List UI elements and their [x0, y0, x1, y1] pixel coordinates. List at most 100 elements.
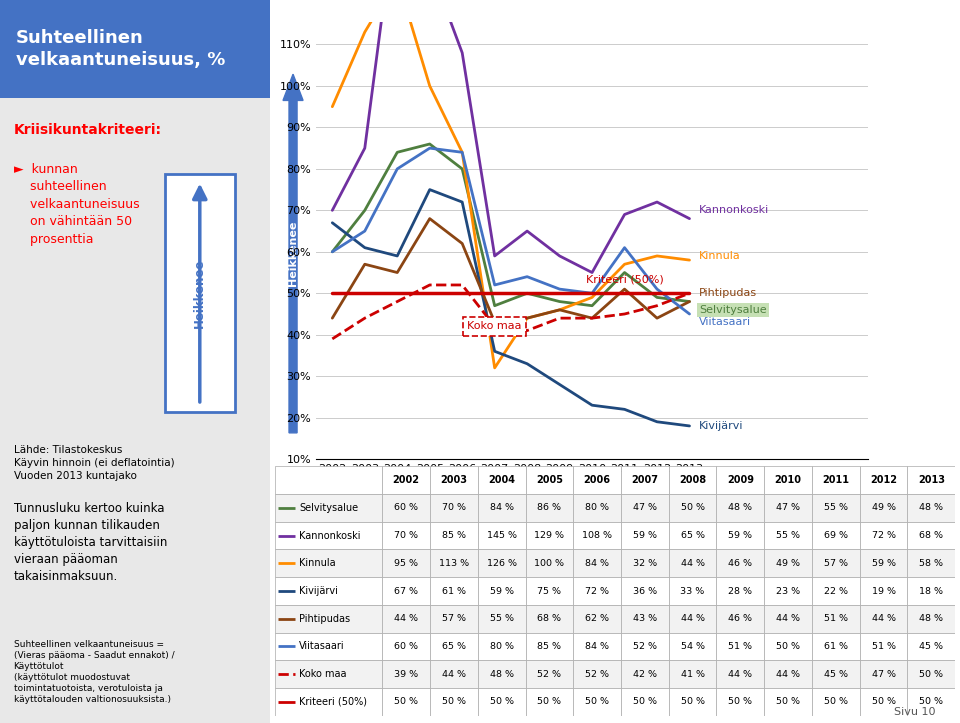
Text: 52 %: 52 % — [633, 642, 657, 651]
Text: 50 %: 50 % — [395, 698, 419, 706]
Text: 45 %: 45 % — [920, 642, 944, 651]
Bar — [812, 688, 860, 716]
Bar — [621, 688, 669, 716]
Bar — [716, 633, 764, 660]
Text: 44 %: 44 % — [776, 669, 800, 679]
Bar — [907, 522, 955, 549]
Text: 68 %: 68 % — [920, 531, 944, 540]
Text: 67 %: 67 % — [395, 586, 419, 596]
Text: 2009: 2009 — [727, 475, 754, 485]
Bar — [525, 605, 573, 633]
Text: 42 %: 42 % — [633, 669, 657, 679]
Bar — [716, 688, 764, 716]
Text: 49 %: 49 % — [872, 503, 896, 513]
Bar — [621, 549, 669, 577]
Bar — [907, 494, 955, 522]
Text: 32 %: 32 % — [633, 559, 657, 568]
Text: 50 %: 50 % — [490, 698, 514, 706]
Bar — [907, 660, 955, 688]
Bar — [525, 633, 573, 660]
Text: Kinnula: Kinnula — [300, 558, 336, 568]
Bar — [275, 660, 382, 688]
Bar — [716, 522, 764, 549]
Bar — [430, 577, 478, 605]
Bar — [275, 549, 382, 577]
Bar — [382, 660, 430, 688]
Bar — [525, 522, 573, 549]
Bar — [716, 660, 764, 688]
Bar — [478, 577, 525, 605]
Text: 58 %: 58 % — [920, 559, 944, 568]
Bar — [812, 522, 860, 549]
Text: Sivu 10: Sivu 10 — [895, 707, 936, 717]
Text: Suhteellinen velkaantuneisuus =
(Vieras pääoma - Saadut ennakot) /
Käyttötulot
(: Suhteellinen velkaantuneisuus = (Vieras … — [13, 640, 174, 704]
Bar — [430, 522, 478, 549]
Text: 28 %: 28 % — [729, 586, 753, 596]
Bar — [812, 466, 860, 494]
Text: 84 %: 84 % — [586, 642, 610, 651]
Bar — [478, 660, 525, 688]
Text: Kannonkoski: Kannonkoski — [300, 531, 361, 541]
Bar — [573, 605, 621, 633]
Text: 47 %: 47 % — [633, 503, 657, 513]
Text: 2005: 2005 — [536, 475, 563, 485]
Bar — [669, 633, 716, 660]
Text: 85 %: 85 % — [442, 531, 466, 540]
Bar — [478, 549, 525, 577]
Text: Kivijärvi: Kivijärvi — [699, 421, 744, 431]
Text: 49 %: 49 % — [776, 559, 800, 568]
Text: 59 %: 59 % — [633, 531, 657, 540]
Text: 46 %: 46 % — [729, 559, 753, 568]
Text: Selvitysalue: Selvitysalue — [300, 503, 358, 513]
Text: 57 %: 57 % — [442, 615, 466, 623]
Text: Heikkenee: Heikkenee — [288, 221, 298, 286]
Text: Viitasaari: Viitasaari — [699, 317, 752, 328]
Bar — [860, 605, 907, 633]
Bar — [669, 494, 716, 522]
Text: 2002: 2002 — [393, 475, 420, 485]
Text: 2008: 2008 — [679, 475, 707, 485]
Bar — [860, 522, 907, 549]
Text: 84 %: 84 % — [586, 559, 610, 568]
Bar — [382, 577, 430, 605]
Bar — [525, 577, 573, 605]
Bar — [382, 605, 430, 633]
Text: Kannonkoski: Kannonkoski — [699, 205, 770, 215]
Text: 47 %: 47 % — [776, 503, 800, 513]
Bar — [478, 633, 525, 660]
Text: 60 %: 60 % — [395, 642, 419, 651]
Bar — [669, 549, 716, 577]
Text: 69 %: 69 % — [824, 531, 848, 540]
Bar — [382, 688, 430, 716]
Bar — [525, 494, 573, 522]
Bar — [573, 633, 621, 660]
Bar — [764, 660, 812, 688]
FancyArrow shape — [283, 74, 303, 433]
Text: 95 %: 95 % — [395, 559, 419, 568]
Text: 60 %: 60 % — [395, 503, 419, 513]
Text: 44 %: 44 % — [872, 615, 896, 623]
Bar — [764, 549, 812, 577]
Bar — [907, 605, 955, 633]
Text: 61 %: 61 % — [824, 642, 848, 651]
Text: 22 %: 22 % — [824, 586, 848, 596]
Bar — [275, 494, 382, 522]
Text: 68 %: 68 % — [538, 615, 562, 623]
Text: 80 %: 80 % — [490, 642, 514, 651]
Text: 85 %: 85 % — [538, 642, 562, 651]
Text: 72 %: 72 % — [586, 586, 610, 596]
Bar — [573, 549, 621, 577]
Text: 80 %: 80 % — [586, 503, 610, 513]
Bar — [430, 660, 478, 688]
Text: 2006: 2006 — [584, 475, 611, 485]
Text: 33 %: 33 % — [681, 586, 705, 596]
Text: 2011: 2011 — [823, 475, 850, 485]
Text: Viitasaari: Viitasaari — [300, 641, 345, 651]
Bar — [669, 466, 716, 494]
Bar — [382, 466, 430, 494]
Text: Pihtipudas: Pihtipudas — [699, 288, 757, 299]
Text: 50 %: 50 % — [776, 698, 800, 706]
Text: 44 %: 44 % — [681, 615, 705, 623]
Bar — [525, 549, 573, 577]
Bar — [573, 688, 621, 716]
